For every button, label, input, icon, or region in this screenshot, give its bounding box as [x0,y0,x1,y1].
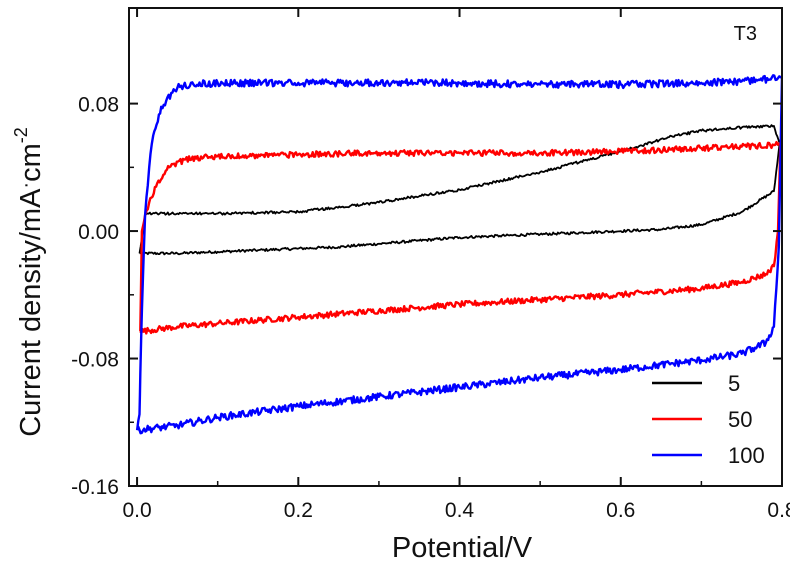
y-tick-label: 0.08 [78,94,119,117]
plot-area [135,74,782,435]
panel-label: T3 [734,23,757,45]
tick-labels: 0.0 0.2 0.4 0.6 0.8 0.08 0.00 -0.08 -0.16 [71,94,790,522]
y-axis-title-unit: cm [15,143,47,182]
x-axis-title: Potential/V [392,532,533,563]
legend-label: 5 [728,371,740,396]
x-tick-label: 0.2 [284,499,313,522]
y-tick-label: 0.00 [78,221,119,244]
y-axis-title-main: Current density/mA [15,188,47,437]
axis-ticks [129,8,783,487]
series-line-100 [135,74,782,435]
y-tick-label: -0.08 [71,349,119,372]
y-tick-label: -0.16 [71,476,119,499]
series-line-5 [138,124,781,256]
y-axis-title-dot: · [15,182,37,189]
x-tick-label: 0.4 [445,499,475,522]
x-tick-label: 0.8 [767,499,790,522]
legend-label: 100 [728,443,765,468]
x-tick-label: 0.6 [606,499,635,522]
x-tick-label: 0.0 [122,499,151,522]
legend: 5 50 100 [652,371,765,468]
y-axis-title: Current density/mA·cm-2 [11,127,47,437]
y-axis-title-exponent: -2 [11,127,31,143]
legend-label: 50 [728,407,752,432]
plot-frame [128,7,783,487]
